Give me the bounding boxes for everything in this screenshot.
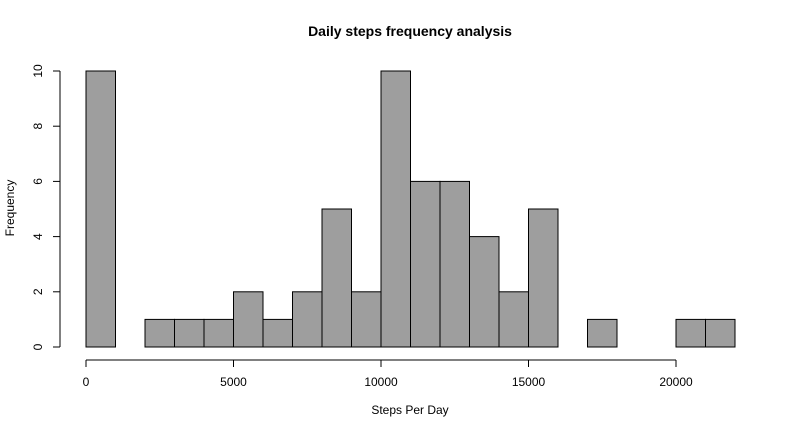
x-tick-label-1: 5000 — [220, 375, 247, 389]
histogram-bar-14 — [498, 291, 529, 348]
y-tick-label-4: 8 — [31, 123, 45, 130]
histogram-bar-5 — [233, 291, 264, 348]
x-axis: 0 5000 10000 15000 20000 — [83, 359, 693, 389]
y-tick-label-0: 0 — [31, 343, 45, 350]
histogram-bar-10 — [380, 70, 411, 348]
x-tick-label-3: 15000 — [512, 375, 546, 389]
x-tick-label-2: 10000 — [364, 375, 398, 389]
histogram-bar-21 — [705, 318, 736, 348]
histogram-bar-11 — [410, 180, 441, 348]
histogram-bar-4 — [203, 318, 234, 348]
histogram-bar-0 — [85, 70, 116, 348]
histogram-bar-15 — [528, 208, 559, 348]
histogram-bar-8 — [321, 208, 352, 348]
y-tick-label-1: 2 — [31, 288, 45, 295]
histogram-bar-12 — [439, 180, 470, 348]
histogram-bar-6 — [262, 318, 293, 348]
x-tick-label-4: 20000 — [659, 375, 693, 389]
y-axis: 0 2 4 6 8 10 — [31, 64, 61, 350]
y-axis-label: Frequency — [3, 180, 17, 237]
bars-group — [85, 70, 736, 348]
chart-title: Daily steps frequency analysis — [308, 23, 512, 39]
y-tick-label-3: 6 — [31, 178, 45, 185]
y-tick-label-5: 10 — [31, 64, 45, 78]
histogram-bar-7 — [292, 291, 323, 348]
histogram-bar-13 — [469, 236, 500, 348]
histogram-bar-17 — [587, 318, 618, 348]
histogram-bar-2 — [144, 318, 175, 348]
histogram-bar-9 — [351, 291, 382, 348]
x-tick-label-0: 0 — [83, 375, 90, 389]
y-tick-label-2: 4 — [31, 233, 45, 240]
x-axis-label: Steps Per Day — [371, 403, 448, 417]
histogram-bar-20 — [675, 318, 706, 348]
histogram-bar-3 — [174, 318, 205, 348]
